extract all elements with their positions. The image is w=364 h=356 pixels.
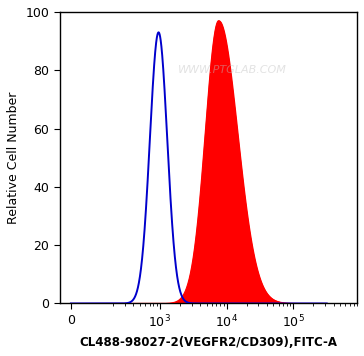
X-axis label: CL488-98027-2(VEGFR2/CD309),FITC-A: CL488-98027-2(VEGFR2/CD309),FITC-A xyxy=(79,336,337,349)
Text: WWW.PTGLAB.COM: WWW.PTGLAB.COM xyxy=(178,65,286,75)
Y-axis label: Relative Cell Number: Relative Cell Number xyxy=(7,91,20,224)
